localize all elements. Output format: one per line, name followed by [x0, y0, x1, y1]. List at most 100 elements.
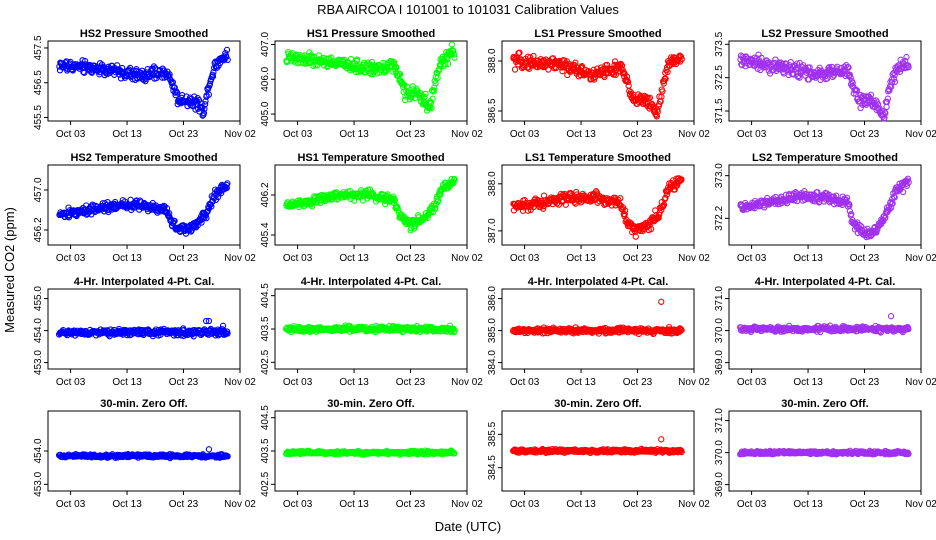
plot-frame — [47, 288, 241, 370]
y-tick-label: 386.5 — [487, 98, 498, 123]
x-tick-label: Nov 02 — [224, 253, 256, 264]
data-point — [849, 79, 856, 87]
chart-panel: 30-min. Zero Off.Oct 03 Oct 13 Oct 23 Nov 0… — [487, 398, 710, 510]
x-tick-label: Oct 13 — [339, 377, 369, 388]
data-point — [846, 71, 853, 78]
data-point — [758, 54, 765, 62]
y-tick-label: 406.0 — [260, 66, 271, 91]
plot-frame — [728, 40, 922, 122]
x-tick-label: Oct 03 — [283, 377, 313, 388]
data-point — [884, 95, 892, 102]
y-tick-label: 370.0 — [714, 318, 725, 343]
plot-frame — [274, 40, 468, 122]
data-point — [530, 52, 537, 60]
data-point — [620, 69, 627, 76]
data-point — [384, 191, 391, 198]
x-tick-label: Oct 03 — [56, 377, 86, 388]
x-tick-label: Oct 03 — [283, 129, 313, 140]
y-tick-label: 384.0 — [487, 350, 498, 375]
y-tick-label: 372.5 — [714, 65, 725, 90]
x-tick-label: Nov 02 — [905, 253, 936, 264]
data-point — [89, 202, 97, 210]
data-point — [88, 69, 96, 76]
x-tick-label: Oct 03 — [56, 499, 86, 510]
x-tick-label: Oct 23 — [169, 377, 199, 388]
x-tick-label: Oct 03 — [737, 253, 767, 264]
y-tick-label: 369.0 — [714, 350, 725, 375]
data-point — [796, 74, 803, 81]
data-point — [200, 109, 208, 117]
x-tick-label: Oct 13 — [566, 377, 596, 388]
data-point — [203, 214, 210, 222]
data-point — [847, 74, 854, 81]
x-tick-label: Oct 23 — [169, 129, 199, 140]
data-point — [205, 317, 213, 325]
data-point — [646, 94, 654, 101]
x-tick-label: Oct 03 — [283, 499, 313, 510]
data-point — [444, 60, 452, 68]
panel-title: HS2 Pressure Smoothed — [80, 28, 208, 40]
plot-frame — [47, 40, 241, 122]
data-point — [853, 87, 861, 94]
x-tick-label: Oct 23 — [396, 499, 426, 510]
data-point — [442, 60, 449, 67]
x-tick-label: Oct 13 — [793, 499, 823, 510]
y-tick-label: 457.5 — [33, 35, 44, 60]
data-point — [889, 200, 896, 207]
data-point — [887, 313, 895, 320]
data-point — [523, 57, 531, 64]
data-point — [394, 203, 401, 211]
data-point — [367, 69, 374, 77]
x-tick-label: Oct 13 — [112, 253, 142, 264]
x-tick-label: Nov 02 — [451, 253, 483, 264]
data-point — [126, 64, 134, 72]
data-point — [617, 195, 624, 202]
y-tick-label: 371.0 — [714, 286, 725, 311]
data-point — [846, 208, 854, 215]
panel-title: LS1 Temperature Smoothed — [525, 152, 671, 164]
data-point — [224, 180, 231, 187]
y-tick-label: 387.0 — [487, 218, 498, 243]
data-point — [873, 229, 880, 236]
x-tick-label: Nov 02 — [678, 377, 710, 388]
plot-frame — [501, 40, 695, 122]
y-tick-label: 388.0 — [487, 48, 498, 73]
data-point — [224, 330, 231, 337]
x-tick-label: Oct 13 — [793, 253, 823, 264]
x-tick-label: Oct 23 — [623, 129, 653, 140]
data-point — [886, 87, 893, 94]
x-tick-label: Oct 13 — [112, 129, 142, 140]
data-point — [848, 210, 855, 218]
data-point — [173, 89, 181, 96]
y-tick-label: 405.0 — [260, 101, 271, 126]
data-point — [662, 75, 669, 82]
data-point — [903, 53, 910, 61]
y-tick-label: 457.0 — [33, 177, 44, 202]
data-point — [647, 225, 655, 233]
y-tick-label: 407.0 — [260, 32, 271, 57]
x-tick-label: Oct 23 — [850, 129, 880, 140]
y-tick-label: 404.5 — [260, 405, 271, 430]
chart-panel: 4-Hr. Interpolated 4-Pt. Cal.Oct 03 Oct 1… — [714, 276, 936, 388]
x-tick-label: Nov 02 — [678, 499, 710, 510]
data-point — [658, 298, 665, 305]
data-point — [394, 207, 402, 214]
data-point — [396, 70, 404, 78]
x-tick-label: Oct 03 — [510, 253, 540, 264]
data-point — [436, 65, 443, 73]
data-point — [391, 196, 399, 204]
x-tick-label: Oct 03 — [510, 129, 540, 140]
plot-frame — [501, 164, 695, 246]
data-point — [370, 68, 377, 76]
data-point — [783, 199, 791, 207]
y-tick-label: 403.5 — [260, 438, 271, 463]
y-tick-label: 456.2 — [33, 217, 44, 242]
x-tick-label: Nov 02 — [905, 499, 936, 510]
data-point — [172, 89, 179, 96]
data-point — [578, 63, 585, 71]
data-point — [432, 80, 439, 87]
panel-title: LS1 Pressure Smoothed — [534, 28, 661, 40]
